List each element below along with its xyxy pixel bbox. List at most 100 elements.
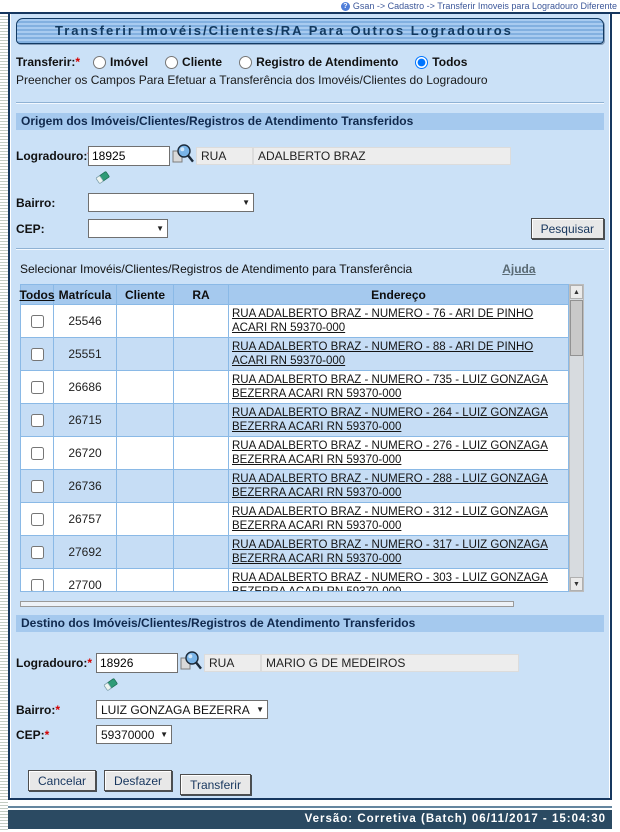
radio-registro-label: Registro de Atendimento <box>256 55 399 69</box>
cancelar-button[interactable]: Cancelar <box>28 770 97 791</box>
version-text: Versão: Corretiva (Batch) 06/11/2017 - 1… <box>304 813 606 825</box>
cliente-cell <box>117 371 174 403</box>
ra-cell <box>174 569 229 591</box>
cliente-cell <box>117 305 174 337</box>
radio-registro-input[interactable] <box>239 55 253 69</box>
origem-cep-row: CEP: ▼ Pesquisar <box>16 218 604 239</box>
table-vertical-scrollbar[interactable]: ▲ ▼ <box>569 284 584 592</box>
destino-logradouro-row: Logradouro:* RUA MARIO G DE MEDEIROS <box>16 650 604 675</box>
matricula-cell: 26736 <box>54 470 117 502</box>
cliente-cell <box>117 338 174 370</box>
action-buttons-row: Cancelar Desfazer Transferir <box>16 770 604 795</box>
matricula-cell: 26715 <box>54 404 117 436</box>
divider <box>16 248 604 250</box>
eraser-icon[interactable] <box>102 678 120 697</box>
row-select-checkbox[interactable] <box>30 479 44 493</box>
col-endereco: Endereço <box>371 287 426 302</box>
pesquisar-button[interactable]: Pesquisar <box>530 218 604 239</box>
radio-cliente[interactable]: Cliente <box>165 55 222 69</box>
select-all-link[interactable]: Todos <box>19 285 55 304</box>
radio-imovel[interactable]: Imóvel <box>93 55 148 69</box>
destino-bairro-label: Bairro:* <box>16 702 61 717</box>
endereco-link[interactable]: RUA ADALBERTO BRAZ - NUMERO - 317 - LUIZ… <box>232 539 548 565</box>
matricula-cell: 27700 <box>54 569 117 591</box>
divider <box>16 102 604 104</box>
help-icon[interactable]: ? <box>340 2 350 12</box>
row-select-checkbox[interactable] <box>30 545 44 559</box>
ajuda-link[interactable]: Ajuda <box>502 262 536 276</box>
endereco-link[interactable]: RUA ADALBERTO BRAZ - NUMERO - 76 - ARI D… <box>232 308 534 334</box>
destino-logradouro-label: Logradouro:* <box>16 655 92 670</box>
row-select-checkbox[interactable] <box>30 578 44 591</box>
cliente-cell <box>117 569 174 591</box>
row-select-checkbox[interactable] <box>30 380 44 394</box>
scrollbar-thumb[interactable] <box>570 300 583 356</box>
table-row: 26715 RUA ADALBERTO BRAZ - NUMERO - 264 … <box>21 404 568 437</box>
scroll-down-button[interactable]: ▼ <box>570 577 583 591</box>
matricula-cell: 26720 <box>54 437 117 469</box>
desfazer-button[interactable]: Desfazer <box>104 770 173 791</box>
endereco-link[interactable]: RUA ADALBERTO BRAZ - NUMERO - 312 - LUIZ… <box>232 506 548 532</box>
version-bar: Versão: Corretiva (Batch) 06/11/2017 - 1… <box>8 810 612 829</box>
row-select-checkbox[interactable] <box>30 446 44 460</box>
footer-divider <box>8 806 612 808</box>
search-icon[interactable] <box>180 650 202 675</box>
table-row: 26757 RUA ADALBERTO BRAZ - NUMERO - 312 … <box>21 503 568 536</box>
destino-tipo-logradouro-field: RUA <box>204 653 261 672</box>
cliente-cell <box>117 470 174 502</box>
instruction-text: Preencher os Campos Para Efetuar a Trans… <box>16 73 488 87</box>
radio-cliente-input[interactable] <box>165 55 179 69</box>
table-row: 25546 RUA ADALBERTO BRAZ - NUMERO - 76 -… <box>21 305 568 338</box>
radio-registro-atendimento[interactable]: Registro de Atendimento <box>239 55 398 69</box>
origem-nome-logradouro-field: ADALBERTO BRAZ <box>253 146 511 165</box>
origem-logradouro-input[interactable] <box>88 145 170 166</box>
endereco-link[interactable]: RUA ADALBERTO BRAZ - NUMERO - 264 - LUIZ… <box>232 407 548 433</box>
top-divider <box>0 12 620 14</box>
ra-cell <box>174 404 229 436</box>
ra-cell <box>174 503 229 535</box>
row-select-checkbox[interactable] <box>30 314 44 328</box>
destino-bairro-select[interactable]: LUIZ GONZAGA BEZERRA ▼ <box>96 700 268 719</box>
endereco-link[interactable]: RUA ADALBERTO BRAZ - NUMERO - 288 - LUIZ… <box>232 473 548 499</box>
destino-section-header: Destino dos Imóveis/Clientes/Registros d… <box>16 615 604 632</box>
scroll-up-button[interactable]: ▲ <box>570 285 583 299</box>
selection-caption: Selecionar Imovéis/Clientes/Registros de… <box>20 262 413 276</box>
radio-todos[interactable]: Todos <box>415 55 467 69</box>
row-select-checkbox[interactable] <box>30 512 44 526</box>
row-select-checkbox[interactable] <box>30 413 44 427</box>
origem-logradouro-row: Logradouro:* RUA ADALBERTO BRAZ <box>16 143 604 168</box>
destino-nome-logradouro-field: MARIO G DE MEDEIROS <box>261 653 519 672</box>
horizontal-scrollbar-track[interactable] <box>20 601 514 607</box>
eraser-icon[interactable] <box>94 171 112 190</box>
main-container: Transferir Imovéis/Clientes/RA Para Outr… <box>8 14 612 800</box>
row-select-checkbox[interactable] <box>30 347 44 361</box>
endereco-link[interactable]: RUA ADALBERTO BRAZ - NUMERO - 303 - LUIZ… <box>232 572 548 592</box>
table-row: 26720 RUA ADALBERTO BRAZ - NUMERO - 276 … <box>21 437 568 470</box>
table-body: 25546 RUA ADALBERTO BRAZ - NUMERO - 76 -… <box>20 304 569 592</box>
matricula-cell: 26686 <box>54 371 117 403</box>
origem-cep-label: CEP: <box>16 221 45 236</box>
dropdown-arrow-icon: ▼ <box>156 224 164 233</box>
col-cliente: Cliente <box>117 285 174 304</box>
radio-cliente-label: Cliente <box>182 55 223 69</box>
endereco-link[interactable]: RUA ADALBERTO BRAZ - NUMERO - 276 - LUIZ… <box>232 440 548 466</box>
cliente-cell <box>117 503 174 535</box>
search-icon[interactable] <box>172 143 194 168</box>
endereco-link[interactable]: RUA ADALBERTO BRAZ - NUMERO - 735 - LUIZ… <box>232 374 548 400</box>
origem-eraser-row <box>16 168 604 188</box>
endereco-link[interactable]: RUA ADALBERTO BRAZ - NUMERO - 88 - ARI D… <box>232 341 534 367</box>
col-ra: RA <box>174 285 229 304</box>
dropdown-arrow-icon: ▼ <box>256 705 264 714</box>
page-title: Transferir Imovéis/Clientes/RA Para Outr… <box>16 18 604 44</box>
destino-cep-select[interactable]: 59370000 ▼ <box>96 725 172 744</box>
origem-bairro-select[interactable]: ▼ <box>88 193 254 212</box>
table-row: 27700 RUA ADALBERTO BRAZ - NUMERO - 303 … <box>21 569 568 592</box>
destino-logradouro-input[interactable] <box>96 652 178 673</box>
breadcrumb: ? Gsan -> Cadastro -> Transferir Imoveis … <box>0 0 620 12</box>
transfer-type-group: Transferir:* Imóvel Cliente Registro de … <box>16 55 604 69</box>
origem-cep-select[interactable]: ▼ <box>88 219 168 238</box>
radio-imovel-input[interactable] <box>93 55 107 69</box>
left-decorative-stripe <box>0 14 8 832</box>
transferir-button[interactable]: Transferir <box>180 774 251 795</box>
radio-todos-input[interactable] <box>415 55 429 69</box>
